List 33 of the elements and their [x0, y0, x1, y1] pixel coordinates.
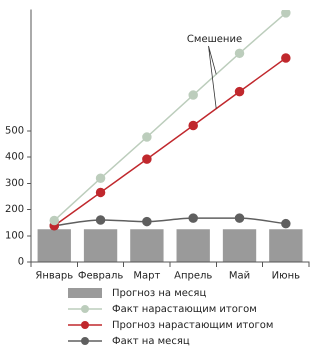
y-tick-label: 500	[4, 125, 24, 136]
x-tick-label: Май	[228, 270, 250, 282]
legend-label: Факт нарастающим итогом	[112, 304, 257, 314]
legend-label: Факт на месяц	[112, 336, 190, 346]
x-tick-label: Апрель	[174, 270, 212, 282]
point	[188, 90, 198, 100]
x-tick-label: Июнь	[272, 270, 300, 282]
point	[281, 10, 291, 18]
y-tick-label: 100	[4, 230, 24, 242]
y-tick-label: 0	[18, 256, 24, 268]
legend-label: Прогноз на месяц	[112, 288, 206, 298]
point	[188, 213, 198, 223]
x-tick-label: Февраль	[78, 270, 124, 282]
point	[142, 216, 152, 226]
point	[281, 218, 291, 228]
point	[142, 132, 152, 142]
y-tick-label: 300	[4, 178, 24, 189]
point	[49, 216, 59, 226]
legend-label: Прогноз нарастающим итогом	[112, 320, 274, 330]
point	[96, 174, 106, 184]
annotation: Смешение	[186, 34, 242, 45]
point	[234, 213, 244, 223]
point	[96, 188, 106, 198]
x-tick-label: Январь	[35, 270, 74, 282]
y-tick-label: 200	[4, 204, 24, 216]
point	[142, 154, 152, 164]
point	[234, 86, 244, 96]
point	[96, 215, 106, 225]
y-tick-label: 400	[4, 152, 24, 163]
point	[188, 120, 198, 130]
point	[281, 53, 291, 63]
point	[234, 48, 244, 58]
x-tick-label: Март	[133, 270, 161, 282]
